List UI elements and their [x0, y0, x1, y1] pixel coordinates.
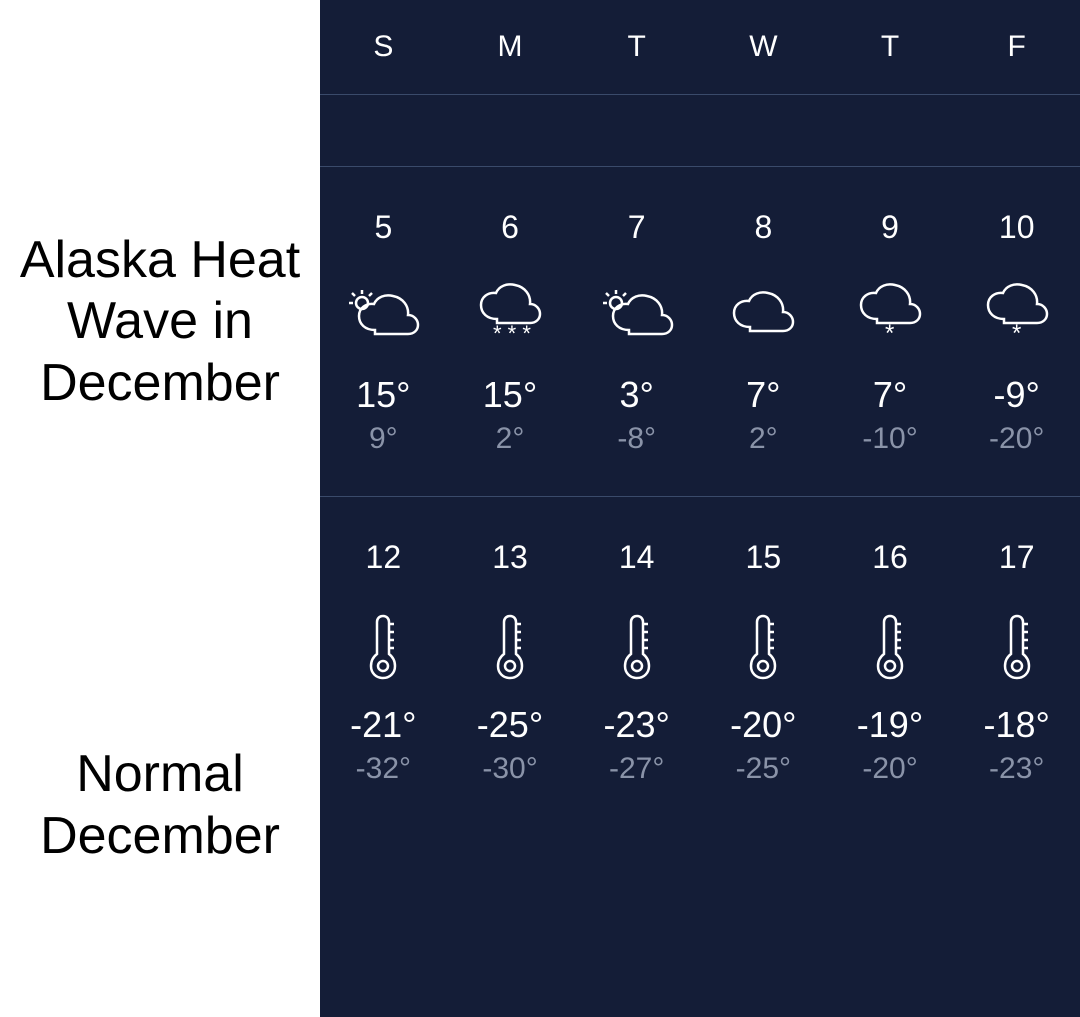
weekday-letter: M: [498, 30, 523, 64]
forecast-day[interactable]: 9 * 7° -10°: [827, 209, 954, 456]
forecast-day[interactable]: 17 -18° -23°: [953, 539, 1080, 786]
weekday-header-cell: T: [573, 30, 700, 64]
low-temp: -23°: [989, 752, 1044, 786]
low-temp: -8°: [617, 422, 656, 456]
thermometer-icon: [870, 606, 910, 684]
forecast-date: 9: [881, 209, 899, 246]
svg-text:*: *: [1012, 320, 1021, 347]
forecast-day[interactable]: 7 3° -8°: [573, 209, 700, 456]
weekday-letter: S: [373, 30, 393, 64]
forecast-date: 6: [501, 209, 519, 246]
low-temp: 2°: [496, 422, 525, 456]
weekday-letter: F: [1008, 30, 1026, 64]
high-temp: -21°: [350, 704, 416, 746]
low-temp: -20°: [989, 422, 1044, 456]
thermometer-icon: [997, 606, 1037, 684]
forecast-date: 8: [754, 209, 772, 246]
forecast-date: 7: [628, 209, 646, 246]
svg-text:* * *: * * *: [493, 321, 531, 346]
high-temp: 7°: [746, 374, 780, 416]
low-temp: 9°: [369, 422, 398, 456]
high-temp: 7°: [873, 374, 907, 416]
label-panel: Alaska Heat Wave in December Normal Dece…: [0, 0, 320, 1017]
high-temp: -23°: [603, 704, 669, 746]
low-temp: -10°: [862, 422, 917, 456]
forecast-row-heatwave: 5 15° 9° 6 * * * 15° 2° 7 3° -8° 8 7° 2° 9: [320, 167, 1080, 497]
forecast-day[interactable]: 10 * -9° -20°: [953, 209, 1080, 456]
forecast-day[interactable]: 14 -23° -27°: [573, 539, 700, 786]
forecast-row-normal: 12 -21° -32° 13 -25° -30° 14 -23° -27° 15: [320, 497, 1080, 826]
forecast-day[interactable]: 16 -19° -20°: [827, 539, 954, 786]
low-temp: -27°: [609, 752, 664, 786]
partly-cloudy-icon: [345, 276, 421, 354]
high-temp: 3°: [619, 374, 653, 416]
forecast-date: 12: [366, 539, 402, 576]
weekday-header-cell: W: [700, 30, 827, 64]
forecast-day[interactable]: 13 -25° -30°: [447, 539, 574, 786]
thermometer-icon: [743, 606, 783, 684]
weekday-header-cell: T: [827, 30, 954, 64]
row-label-normal: Normal December: [0, 744, 320, 867]
cloud-snow-heavy-icon: * * *: [475, 276, 545, 354]
high-temp: -9°: [993, 374, 1039, 416]
weekday-header-cell: M: [447, 30, 574, 64]
forecast-day[interactable]: 5 15° 9°: [320, 209, 447, 456]
forecast-day[interactable]: 8 7° 2°: [700, 209, 827, 456]
high-temp: 15°: [483, 374, 537, 416]
cloud-snow-icon: *: [982, 276, 1052, 354]
low-temp: -30°: [482, 752, 537, 786]
weekday-header-cell: S: [320, 30, 447, 64]
forecast-date: 15: [746, 539, 782, 576]
forecast-day[interactable]: 6 * * * 15° 2°: [447, 209, 574, 456]
forecast-date: 10: [999, 209, 1035, 246]
weather-forecast-panel: SMTWTF 5 15°9°6 * * * 15°2°7 3°-8°87°2: [320, 0, 1080, 1017]
thermometer-icon: [617, 606, 657, 684]
low-temp: -20°: [862, 752, 917, 786]
forecast-date: 5: [374, 209, 392, 246]
low-temp: -32°: [356, 752, 411, 786]
low-temp: 2°: [749, 422, 778, 456]
weekday-letter: T: [881, 30, 899, 64]
weekday-letter: T: [628, 30, 646, 64]
weekday-letter: W: [749, 30, 777, 64]
forecast-day[interactable]: 12 -21° -32°: [320, 539, 447, 786]
high-temp: 15°: [356, 374, 410, 416]
thermometer-icon: [490, 606, 530, 684]
svg-text:*: *: [885, 320, 894, 347]
header-gap-row: [320, 95, 1080, 167]
high-temp: -19°: [857, 704, 923, 746]
thermometer-icon: [363, 606, 403, 684]
weekday-header-row: SMTWTF: [320, 0, 1080, 95]
forecast-date: 17: [999, 539, 1035, 576]
high-temp: -20°: [730, 704, 796, 746]
weekday-header-cell: F: [953, 30, 1080, 64]
high-temp: -25°: [477, 704, 543, 746]
high-temp: -18°: [983, 704, 1049, 746]
cloud-snow-icon: *: [855, 276, 925, 354]
partly-cloudy-icon: [599, 276, 675, 354]
low-temp: -25°: [736, 752, 791, 786]
forecast-date: 14: [619, 539, 655, 576]
row-label-heatwave: Alaska Heat Wave in December: [0, 230, 320, 414]
cloud-icon: [728, 276, 798, 354]
forecast-day[interactable]: 15 -20° -25°: [700, 539, 827, 786]
forecast-date: 13: [492, 539, 528, 576]
forecast-date: 16: [872, 539, 908, 576]
